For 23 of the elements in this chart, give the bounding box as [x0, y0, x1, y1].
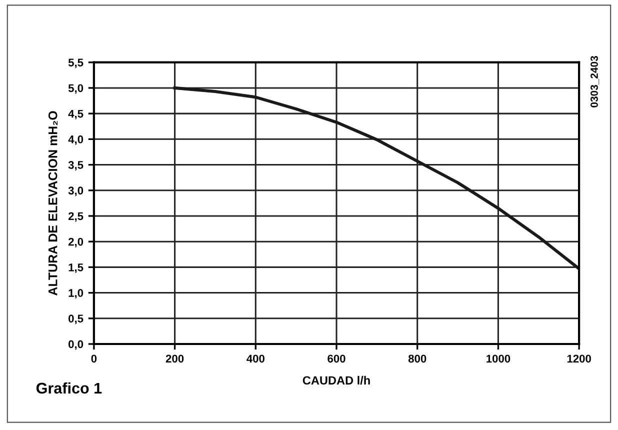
x-tick-label: 600: [328, 354, 346, 363]
x-tick-label: 800: [408, 354, 426, 363]
y-axis-title: ALTURA DE ELEVACION mH₂O: [48, 111, 58, 296]
y-tick-label: 0,5: [68, 314, 84, 324]
y-tick-label: 2,0: [68, 238, 84, 248]
x-tick-label: 1000: [486, 354, 510, 363]
text: 0303_2403: [590, 56, 600, 108]
x-tick-label: 200: [166, 354, 184, 363]
y-tick-label: 3,0: [68, 186, 84, 196]
y-tick-label: 3,5: [68, 161, 84, 171]
x-tick-label: 0: [91, 354, 97, 363]
x-tick-label: 1200: [567, 354, 591, 363]
x-tick-label: 400: [246, 354, 264, 363]
text: Grafico 1: [36, 382, 102, 394]
y-tick-label: 4,5: [68, 110, 84, 120]
y-tick-label: 5,5: [68, 58, 84, 68]
y-tick-label: 4,0: [68, 135, 84, 145]
y-tick-label: 0,0: [68, 340, 84, 350]
y-tick-label: 1,5: [68, 264, 84, 273]
y-tick-label: 5,0: [68, 84, 84, 94]
y-tick-label: 2,5: [68, 212, 84, 222]
x-axis-title: CAUDAD l/h: [302, 376, 370, 385]
y-tick-label: 1,0: [68, 289, 84, 299]
